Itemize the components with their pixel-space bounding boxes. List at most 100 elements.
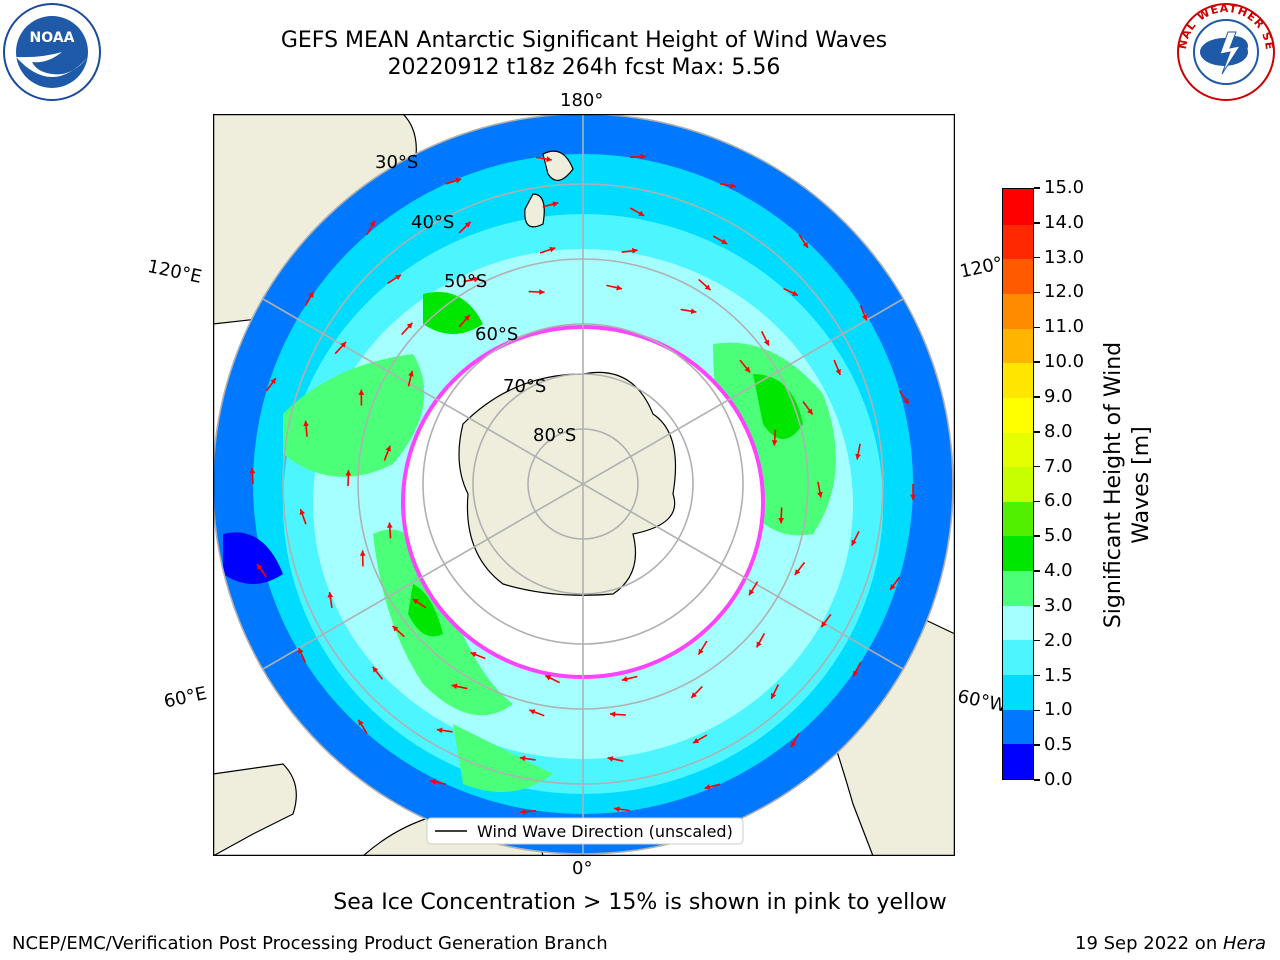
colorbar-segment (1003, 570, 1033, 606)
colorbar (1002, 188, 1034, 780)
colorbar-tick-label: 4.0 (1044, 560, 1073, 582)
colorbar-tick-mark (1034, 465, 1040, 468)
wave-direction-arrowhead (704, 284, 711, 291)
colorbar-tick-mark (1034, 570, 1040, 572)
wave-direction-arrowhead (807, 408, 813, 415)
colorbar-segment (1003, 466, 1033, 502)
wave-direction-arrowhead (303, 420, 309, 427)
colorbar-label-line1: Significant Height of Wind (1101, 341, 1126, 629)
wave-direction-arrowhead (372, 666, 379, 673)
wave-direction-arrowhead (821, 621, 827, 628)
colorbar-segment (1003, 293, 1033, 329)
lat-label-30s: 30°S (375, 152, 418, 173)
wave-direction-arrowhead (552, 201, 559, 207)
wave-direction-arrowhead (359, 550, 366, 556)
wave-direction-arrowhead (327, 592, 334, 598)
wave-direction-arrowhead (392, 625, 399, 632)
wave-direction-arrowhead (704, 784, 711, 790)
lat-label-40s: 40°S (411, 212, 454, 233)
footer-host: Hera (1222, 933, 1266, 954)
wave-direction-arrowhead (249, 468, 256, 474)
wave-direction-arrowhead (270, 378, 276, 385)
wave-direction-arrowhead (749, 589, 755, 596)
colorbar-tick-label: 12.0 (1044, 281, 1085, 303)
colorbar-tick-label: 14.0 (1044, 211, 1085, 233)
wave-direction-arrowhead (455, 177, 462, 184)
wave-core-southwest (408, 584, 443, 637)
colorbar-segment (1003, 535, 1033, 572)
wave-patch-southwest (373, 529, 513, 716)
wave-direction-arrowhead (835, 368, 841, 375)
lat-label-80s: 80°S (533, 425, 576, 446)
colorbar-tick-mark (1034, 222, 1040, 224)
colorbar-tick-mark (1034, 605, 1040, 607)
colorbar-tick-label: 6.0 (1044, 490, 1073, 512)
wave-direction-arrowhead (545, 675, 552, 681)
colorbar-tick-mark (1034, 779, 1040, 781)
wave-direction-arrowhead (451, 683, 458, 690)
wave-core-north (423, 292, 483, 334)
colorbar-segment (1003, 605, 1033, 641)
wave-direction-arrowhead (386, 522, 393, 528)
wave-direction-arrowhead (549, 246, 556, 253)
wave-direction-arrowhead (473, 276, 480, 283)
lat-label-70s: 70°S (503, 376, 546, 397)
nws-logo: NATIONAL WEATHER SERVICE (1176, 2, 1275, 101)
wave-direction-arrowhead (609, 711, 616, 718)
wave-direction-arrowhead (853, 670, 859, 677)
wave-direction-arrowhead (640, 153, 646, 160)
wave-direction-arrowhead (436, 727, 443, 734)
land-new-zealand (524, 150, 574, 228)
map-panel: 30°S 40°S 50°S 60°S 70°S 80°S Wind Wave … (213, 114, 955, 856)
wave-direction-arrowhead (903, 398, 909, 405)
footer-date: 19 Sep 2022 on Hera (1075, 933, 1266, 954)
wave-direction-arrowhead (520, 808, 526, 815)
wave-direction-arrowhead (529, 709, 536, 715)
colorbar-label-line2: Waves [m] (1129, 426, 1154, 544)
wave-direction-arrowhead (470, 651, 477, 658)
wave-direction-arrowhead (756, 641, 762, 648)
colorbar-segment (1003, 328, 1033, 364)
colorbar-tick-label: 11.0 (1044, 316, 1085, 338)
colorbar-segment (1003, 258, 1033, 294)
wave-direction-arrowhead (257, 563, 263, 570)
colorbar-tick-mark (1034, 431, 1040, 433)
lon-label-120w: 120° (958, 252, 1005, 283)
wave-direction-arrowhead (638, 210, 645, 216)
wind-wave-arrows (249, 153, 916, 815)
colorbar-tick-mark (1034, 187, 1040, 189)
wave-direction-arrowhead (539, 289, 545, 295)
wave-direction-arrowhead (546, 156, 552, 162)
colorbar-segment (1003, 431, 1033, 468)
colorbar-tick-label: 1.5 (1044, 664, 1073, 686)
colorbar-tick-label: 2.0 (1044, 629, 1073, 651)
wave-direction-arrowhead (621, 676, 628, 682)
land-antarctica (458, 371, 676, 596)
colorbar-tick-label: 0.5 (1044, 734, 1073, 756)
wave-direction-arrowhead (340, 341, 347, 348)
colorbar-tick-mark (1034, 396, 1040, 398)
lon-label-120e: 120°E (145, 256, 204, 288)
graticule (213, 114, 954, 856)
colorbar-tick-label: 8.0 (1044, 420, 1073, 442)
wave-direction-arrowhead (298, 647, 304, 654)
land-madagascar-region (213, 763, 297, 856)
wave-direction-arrowhead (910, 494, 916, 500)
wave-direction-arrowhead (395, 274, 401, 281)
wave-direction-arrowhead (730, 182, 736, 189)
wave-direction-arrowhead (406, 322, 413, 329)
colorbar-segment (1003, 224, 1033, 260)
wave-direction-arrowhead (385, 445, 391, 452)
wave-direction-arrowhead (408, 370, 414, 377)
wave-patch-south (453, 724, 553, 792)
noaa-logo-text: NOAA (30, 30, 75, 46)
colorbar-tick-mark (1034, 744, 1040, 746)
wave-direction-arrowhead (698, 648, 704, 655)
wave-direction-arrowhead (771, 440, 778, 446)
colorbar-tick-mark (1034, 639, 1040, 642)
wave-direction-arrowhead (430, 779, 437, 785)
colorbar-tick-mark (1034, 674, 1040, 677)
wave-direction-arrowhead (771, 692, 777, 699)
lon-label-0: 0° (572, 858, 593, 879)
wave-direction-arrowhead (790, 741, 797, 748)
